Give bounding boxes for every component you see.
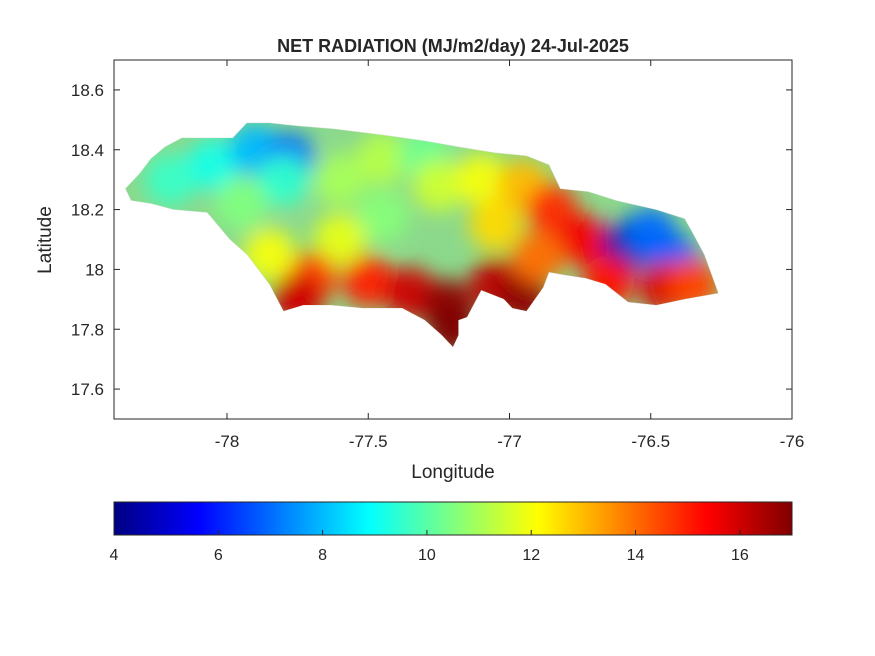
y-tick-label: 18.6 [71, 81, 104, 100]
field-cell [186, 138, 239, 191]
x-axis: -78 -77.5 -77 -76.5 -76 [215, 60, 805, 451]
colorbar [113, 501, 793, 536]
field-cell [314, 213, 366, 266]
field-cell [215, 177, 268, 230]
field-cell [342, 255, 395, 308]
colorbar-tick-label: 16 [731, 547, 749, 564]
coastline [125, 122, 719, 348]
colorbar-tick-label: 12 [522, 547, 540, 564]
y-tick-label: 17.6 [71, 380, 104, 399]
field-cell [554, 213, 607, 266]
field-cell [356, 189, 409, 242]
x-tick-label: -76 [780, 432, 805, 451]
field-cell [257, 153, 310, 206]
field-cell [511, 231, 564, 284]
field-cell [144, 153, 197, 206]
y-tick-label: 18 [85, 260, 104, 279]
colorbar-tick-label: 10 [418, 547, 436, 564]
chart-title: NET RADIATION (MJ/m2/day) 24-Jul-2025 [277, 36, 629, 56]
y-tick-label: 17.8 [71, 320, 104, 339]
colorbar-tick-label: 4 [110, 547, 119, 564]
x-tick-label: -78 [215, 432, 240, 451]
x-tick-label: -77 [497, 432, 522, 451]
x-axis-label: Longitude [411, 462, 494, 483]
field-cell [412, 159, 465, 212]
field-cell [356, 132, 409, 185]
y-tick-label: 18.2 [71, 201, 104, 220]
x-tick-label: -76.5 [631, 432, 670, 451]
y-tick-label: 18.4 [71, 141, 104, 160]
y-axis: 17.6 17.8 18 18.2 18.4 18.6 [71, 81, 792, 399]
colorbar-ticks: 4 6 8 10 12 14 16 [110, 530, 749, 564]
y-axis-label: Latitude [35, 206, 56, 274]
colorbar-tick-label: 6 [214, 547, 223, 564]
x-tick-label: -77.5 [349, 432, 388, 451]
colorbar-tick-label: 8 [318, 547, 327, 564]
field-cell [314, 153, 366, 206]
colorbar-tick-label: 14 [627, 547, 645, 564]
field-cell [469, 198, 522, 251]
field-cell [455, 153, 508, 206]
